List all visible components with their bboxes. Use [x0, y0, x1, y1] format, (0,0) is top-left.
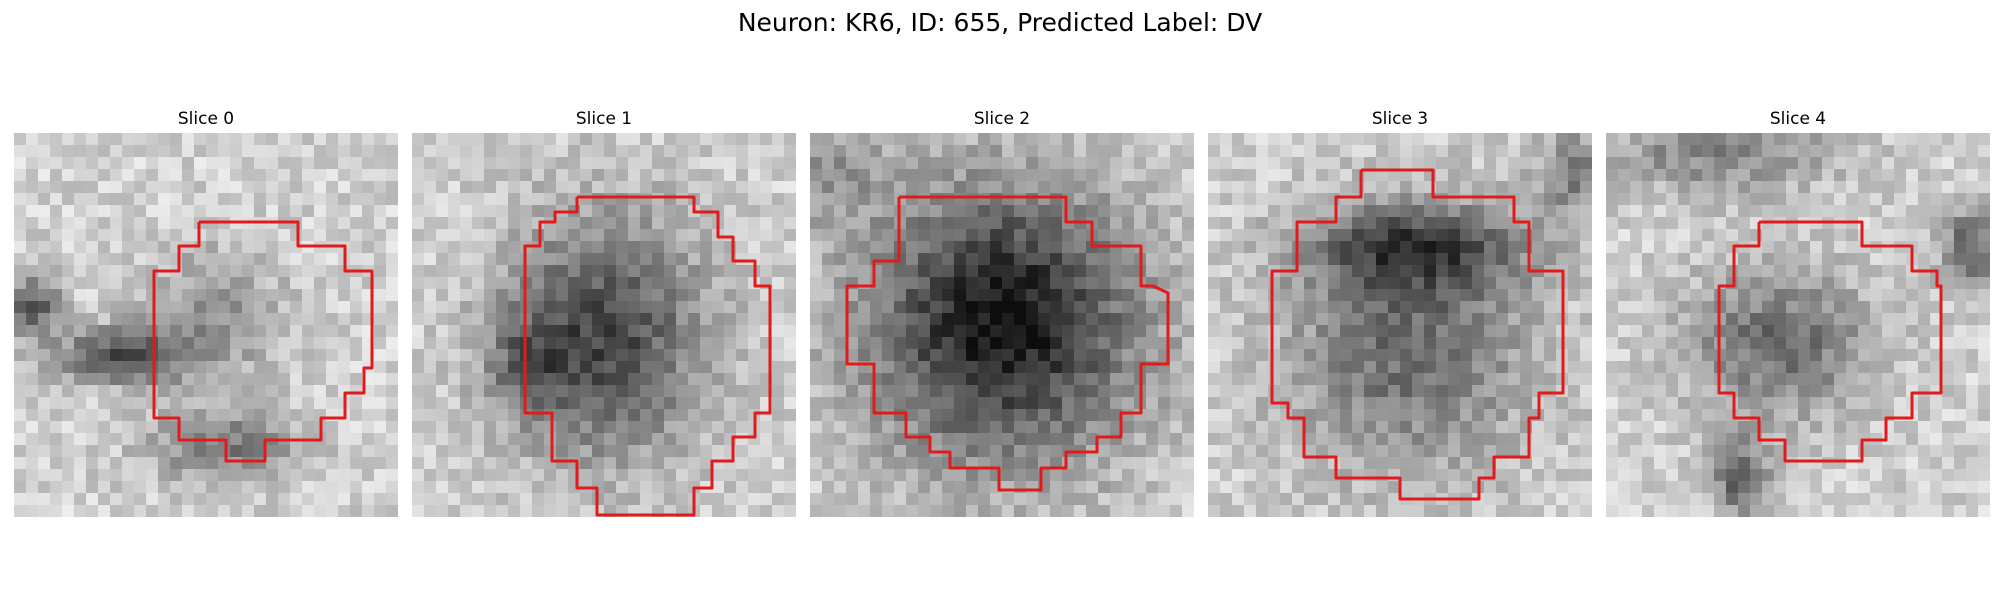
slice-image	[14, 133, 398, 517]
slice-title: Slice 2	[973, 109, 1031, 129]
slice-panel-0: Slice 0	[14, 108, 398, 517]
slice-title: Slice 4	[1769, 109, 1827, 129]
slice-pixels	[412, 133, 796, 517]
slice-title: Slice 3	[1371, 109, 1429, 129]
slice-panel-3: Slice 3	[1208, 108, 1592, 517]
slice-image	[1606, 133, 1990, 517]
slice-image	[1208, 133, 1592, 517]
slice-1-roi-contour	[523, 195, 772, 517]
slice-pixels	[1208, 133, 1592, 517]
slice-pixels	[14, 133, 398, 517]
slice-panel-2: Slice 2	[810, 108, 1194, 517]
figure-title: Neuron: KR6, ID: 655, Predicted Label: D…	[737, 8, 1263, 37]
slice-panel-1: Slice 1	[412, 108, 796, 517]
slice-title: Slice 0	[177, 109, 235, 129]
slice-panel-4: Slice 4	[1606, 108, 1990, 517]
slice-image	[412, 133, 796, 517]
slice-pixels	[810, 133, 1194, 517]
slice-3-roi-contour	[1270, 168, 1565, 501]
slice-4-roi-contour	[1717, 220, 1943, 463]
slice-image	[810, 133, 1194, 517]
slice-title: Slice 1	[575, 109, 633, 129]
slice-pixels	[1606, 133, 1990, 517]
slice-0-roi-contour	[152, 220, 374, 463]
slice-2-roi-contour	[845, 195, 1170, 492]
